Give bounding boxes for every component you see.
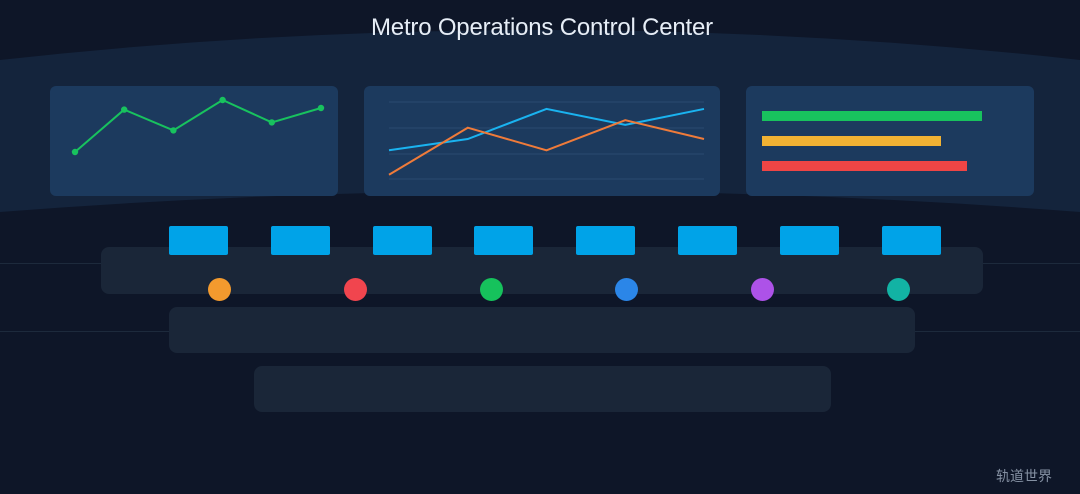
series-line-2: [388, 119, 705, 176]
data-point: [219, 96, 226, 104]
operator-avatar: [887, 278, 910, 301]
sparkline-chart-left: [71, 96, 325, 156]
console-monitor: [169, 226, 228, 255]
status-bar-3: [762, 161, 967, 171]
console-desk-row-3: [254, 366, 831, 412]
console-monitor: [372, 226, 432, 255]
console-desk-row-1: [101, 247, 983, 294]
data-point: [170, 127, 177, 134]
console-monitor: [576, 226, 636, 255]
console-desk-row-2: [169, 307, 915, 353]
console-monitor: [474, 226, 534, 255]
dashboard-panel-left: [50, 86, 338, 196]
operator-avatar: [751, 278, 775, 301]
console-monitor: [881, 226, 941, 255]
console-monitor: [779, 226, 839, 255]
dashboard-panel-right: [746, 86, 1034, 196]
status-bar-2: [762, 136, 941, 146]
operator-avatar: [208, 278, 231, 301]
status-bar-1: [762, 111, 982, 121]
line-chart-center: [388, 101, 705, 180]
data-point: [317, 104, 325, 112]
dashboard-panel-center: [364, 86, 720, 196]
console-monitor: [678, 226, 737, 255]
data-point: [71, 148, 79, 156]
operator-avatar: [479, 278, 503, 301]
page-title: Metro Operations Control Center: [371, 14, 713, 41]
operator-avatar: [343, 278, 367, 301]
operator-avatar: [615, 278, 639, 301]
series-line-1: [74, 98, 322, 153]
watermark: 轨道世界: [996, 469, 1052, 485]
data-point: [268, 119, 275, 126]
data-point: [121, 106, 128, 113]
console-monitor: [270, 226, 330, 255]
series-line-1: [388, 107, 705, 152]
